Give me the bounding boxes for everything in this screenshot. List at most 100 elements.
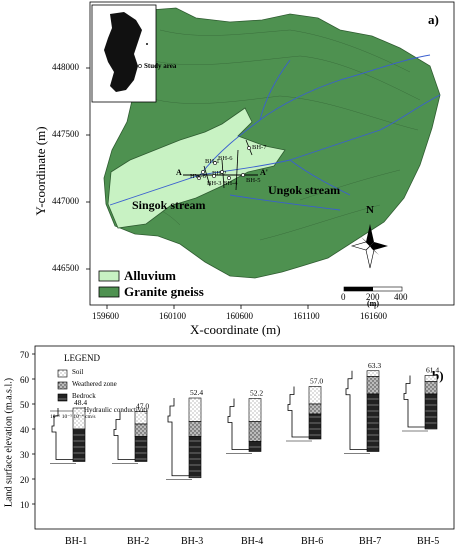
borehole-elevation: 52.4 (190, 388, 203, 397)
borehole-layer (248, 441, 262, 452)
borehole-layer (72, 428, 86, 462)
elev-tick-label: 40 (20, 425, 29, 435)
scale-unit: (m) (367, 299, 379, 308)
legend-title: LEGEND (64, 353, 100, 363)
borehole-layer (134, 436, 148, 462)
legend-label-granite: Granite gneiss (124, 284, 204, 299)
well-label: BH-5 (246, 177, 261, 184)
borehole-layer (188, 397, 202, 422)
elev-tick-label: 20 (20, 475, 29, 485)
y-tick-label: 447500 (52, 129, 79, 139)
borehole-layer (308, 413, 322, 440)
borehole-elevation: 47.0 (136, 402, 149, 411)
hydraulic-profile (287, 386, 310, 438)
borehole-elevation: 48.4 (74, 398, 87, 407)
borehole-layer (366, 370, 380, 377)
legend-bedrock-label: Bedrock (72, 392, 96, 400)
well-label: BH-3 (207, 180, 222, 187)
legend-soil-label: Soil (72, 368, 84, 376)
hydraulic-profile (403, 375, 426, 428)
borehole-layer (308, 403, 322, 415)
borehole-elevation: 52.2 (250, 389, 263, 398)
legend-weathered-label: Weathered zone (72, 380, 117, 388)
borehole-layer (134, 423, 148, 437)
x-ticks (106, 305, 376, 309)
north-arrow-icon (350, 224, 388, 269)
hydraulic-profile (227, 398, 250, 450)
legend-label-alluvium: Alluvium (124, 268, 177, 283)
well-label: BH-6 (218, 155, 233, 162)
borehole-name: BH-4 (241, 536, 264, 547)
panel-a-label: a) (428, 12, 439, 27)
borehole-columns: 48.4 47.0 52.4 52.2 57.0 63.3 61.4 (50, 361, 439, 481)
borehole-name: BH-5 (417, 536, 440, 547)
inset-label: Study area (144, 62, 177, 70)
map-svg (86, 1, 455, 309)
elev-ticks (32, 353, 35, 505)
elev-tick-label: 50 (20, 400, 29, 410)
x-axis-title: X-coordinate (m) (190, 322, 281, 337)
hydraulic-profile (113, 411, 136, 460)
well-label: BH-2 (212, 170, 227, 177)
elev-tick-label: 10 (20, 500, 29, 510)
borehole-layer (424, 393, 438, 430)
borehole-layer (248, 421, 262, 442)
borehole-layer (188, 436, 202, 479)
panel-b-label: b) (432, 368, 444, 383)
borehole-layer (424, 381, 438, 395)
borehole-elevation: 57.0 (310, 377, 323, 386)
elev-tick-label: 30 (20, 450, 29, 460)
borehole-layer (424, 375, 438, 382)
scale-label: 400 (394, 292, 408, 302)
stream-label-singok: Singok stream (132, 198, 206, 212)
elev-axis-title: Land surface elevation (m.a.s.l.) (3, 377, 15, 508)
y-tick-label: 448000 (52, 62, 79, 72)
section-label-a: A (176, 168, 182, 177)
borehole-frame (34, 345, 455, 530)
elev-tick-label: 60 (20, 375, 29, 385)
elev-tick-label: 70 (20, 350, 29, 360)
well-label: BH-4 (223, 180, 238, 187)
korea-outline (104, 12, 142, 92)
legend-weathered-swatch (57, 381, 68, 390)
section-label-a-prime: A' (260, 168, 268, 177)
scale-label: 0 (341, 292, 346, 302)
borehole-name: BH-2 (127, 536, 150, 547)
borehole-layer (366, 376, 380, 395)
y-tick-label: 446500 (52, 263, 79, 273)
x-tick-label: 161100 (293, 311, 320, 321)
y-ticks (86, 67, 90, 270)
hydraulic-label: Hydraulic conductivity (84, 406, 149, 414)
borehole-name: BH-3 (181, 536, 204, 547)
hydraulic-profile (345, 370, 368, 450)
north-label: N (366, 204, 374, 216)
legend-soil-swatch (57, 369, 68, 378)
borehole-layer (366, 393, 380, 452)
x-tick-label: 160600 (226, 311, 253, 321)
y-tick-label: 447000 (52, 196, 79, 206)
borehole-layer (308, 386, 322, 405)
legend-swatch-alluvium (98, 270, 120, 282)
legend-bedrock-swatch (57, 393, 68, 402)
borehole-layer (248, 398, 262, 422)
hydraulic-profile (167, 398, 190, 477)
hydraulic-scale: 10⁻⁶ 10⁻⁵ 10⁻⁴ cm/s (50, 414, 96, 420)
well-label: BH-7 (252, 144, 267, 151)
borehole-svg: 48.4 47.0 52.4 52.2 57.0 63.3 61.4 (32, 345, 455, 530)
borehole-elevation: 61.4 (426, 366, 439, 375)
x-tick-label: 159600 (92, 311, 119, 321)
well-label: BH-1 (205, 158, 220, 165)
x-tick-label: 160100 (159, 311, 186, 321)
scale-label: 200 (366, 292, 380, 302)
legend-swatch-granite (98, 286, 120, 298)
hydraulic-profile (51, 408, 74, 460)
well-label: HW-6 (190, 173, 206, 180)
well-markers (197, 146, 251, 180)
borehole-name: BH-7 (359, 536, 382, 547)
borehole-elevation: 63.3 (368, 361, 381, 370)
borehole-name: BH-1 (65, 536, 88, 547)
y-axis-title: Y-coordinate (m) (33, 126, 48, 216)
borehole-name: BH-6 (301, 536, 324, 547)
x-tick-label: 161600 (360, 311, 387, 321)
borehole-layer (188, 421, 202, 437)
